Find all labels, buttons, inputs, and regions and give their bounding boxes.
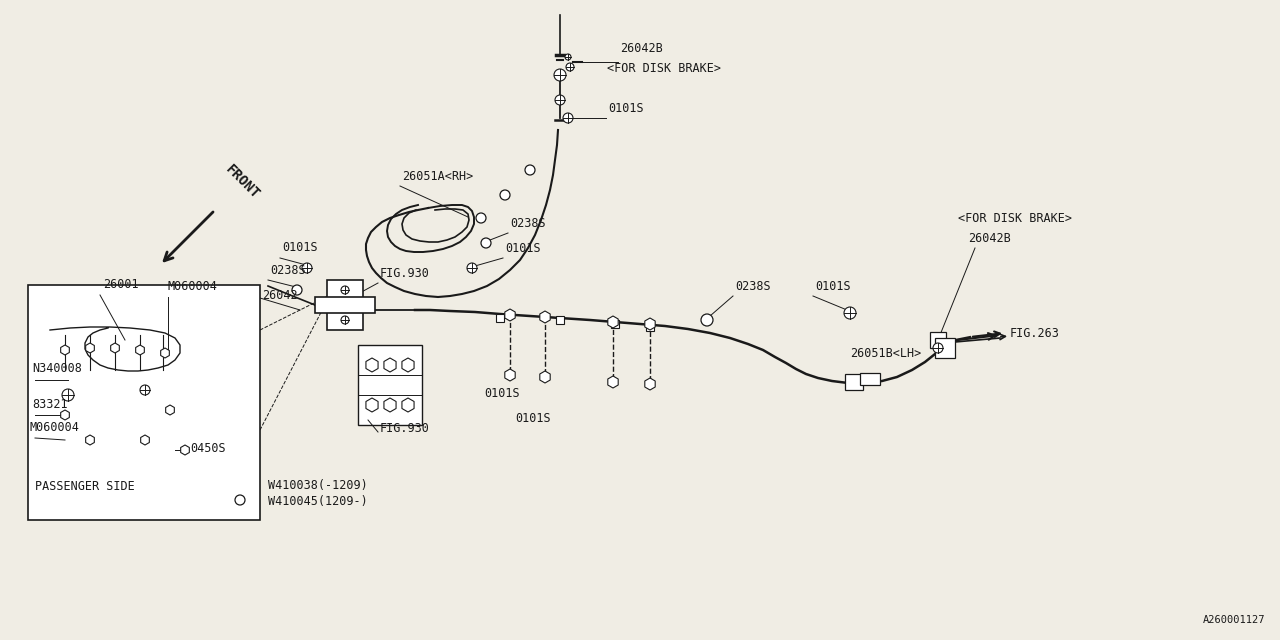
- Polygon shape: [645, 318, 655, 330]
- Polygon shape: [540, 311, 550, 323]
- Circle shape: [554, 69, 566, 81]
- Circle shape: [556, 95, 564, 105]
- Text: M060004: M060004: [168, 280, 218, 293]
- Polygon shape: [540, 371, 550, 383]
- Text: M060004: M060004: [29, 421, 79, 434]
- Circle shape: [844, 307, 856, 319]
- Circle shape: [525, 165, 535, 175]
- Text: 0101S: 0101S: [506, 242, 540, 255]
- Polygon shape: [402, 398, 413, 412]
- Polygon shape: [645, 378, 655, 390]
- Text: FIG.263: FIG.263: [1010, 327, 1060, 340]
- Text: 0101S: 0101S: [515, 412, 550, 425]
- Circle shape: [302, 263, 312, 273]
- Polygon shape: [504, 309, 515, 321]
- Text: FIG.930: FIG.930: [380, 422, 430, 435]
- Text: PASSENGER SIDE: PASSENGER SIDE: [35, 480, 134, 493]
- Circle shape: [476, 213, 486, 223]
- Text: 83321: 83321: [32, 398, 68, 411]
- Polygon shape: [110, 343, 119, 353]
- Text: <FOR DISK BRAKE>: <FOR DISK BRAKE>: [957, 212, 1073, 225]
- Bar: [611, 320, 620, 328]
- Circle shape: [563, 113, 573, 123]
- Circle shape: [61, 389, 74, 401]
- Polygon shape: [402, 358, 413, 372]
- Circle shape: [481, 238, 492, 248]
- Text: 0101S: 0101S: [484, 387, 520, 400]
- Text: W410038(-1209): W410038(-1209): [268, 479, 367, 492]
- Polygon shape: [60, 410, 69, 420]
- Circle shape: [500, 190, 509, 200]
- Polygon shape: [60, 345, 69, 355]
- Bar: [497, 314, 504, 322]
- Text: 0238S: 0238S: [735, 280, 771, 293]
- Text: FIG.930: FIG.930: [380, 267, 430, 280]
- Circle shape: [566, 63, 573, 71]
- Bar: [931, 332, 946, 348]
- Polygon shape: [366, 358, 378, 372]
- Polygon shape: [161, 348, 169, 358]
- Polygon shape: [136, 345, 145, 355]
- Circle shape: [467, 263, 477, 273]
- Circle shape: [292, 285, 302, 295]
- Polygon shape: [165, 405, 174, 415]
- Text: 0101S: 0101S: [815, 280, 851, 293]
- Text: 0238S: 0238S: [270, 264, 306, 277]
- Text: N340008: N340008: [32, 362, 82, 375]
- Circle shape: [340, 286, 349, 294]
- Polygon shape: [608, 376, 618, 388]
- Text: 0101S: 0101S: [608, 102, 644, 115]
- Bar: [860, 373, 881, 385]
- Text: 0450S: 0450S: [189, 442, 225, 455]
- Circle shape: [701, 314, 713, 326]
- Polygon shape: [608, 316, 618, 328]
- Bar: [934, 338, 955, 358]
- Bar: [315, 297, 375, 313]
- Polygon shape: [384, 398, 396, 412]
- Circle shape: [340, 316, 349, 324]
- Polygon shape: [384, 358, 396, 372]
- Polygon shape: [180, 445, 189, 455]
- Circle shape: [140, 385, 150, 395]
- Circle shape: [236, 495, 244, 505]
- Polygon shape: [141, 435, 150, 445]
- Text: 26042B: 26042B: [620, 42, 663, 55]
- Text: 26042: 26042: [262, 289, 298, 302]
- Bar: [358, 345, 422, 425]
- Text: W410045(1209-): W410045(1209-): [268, 495, 367, 508]
- Circle shape: [564, 54, 571, 60]
- Bar: [646, 323, 654, 331]
- Bar: [845, 374, 863, 390]
- Circle shape: [933, 343, 943, 353]
- Text: FRONT: FRONT: [223, 163, 262, 202]
- Bar: [556, 316, 564, 324]
- Polygon shape: [86, 435, 95, 445]
- Text: 26051A<RH>: 26051A<RH>: [402, 170, 474, 183]
- Text: 26001: 26001: [102, 278, 138, 291]
- Polygon shape: [86, 343, 95, 353]
- Text: 26042B: 26042B: [968, 232, 1011, 245]
- Polygon shape: [366, 398, 378, 412]
- Text: 0101S: 0101S: [282, 241, 317, 254]
- Bar: [28, 285, 260, 520]
- Bar: [326, 280, 364, 330]
- Polygon shape: [504, 369, 515, 381]
- Text: <FOR DISK BRAKE>: <FOR DISK BRAKE>: [607, 62, 721, 75]
- Text: 26051B<LH>: 26051B<LH>: [850, 347, 922, 360]
- Text: 0238S: 0238S: [509, 217, 545, 230]
- Text: A260001127: A260001127: [1202, 615, 1265, 625]
